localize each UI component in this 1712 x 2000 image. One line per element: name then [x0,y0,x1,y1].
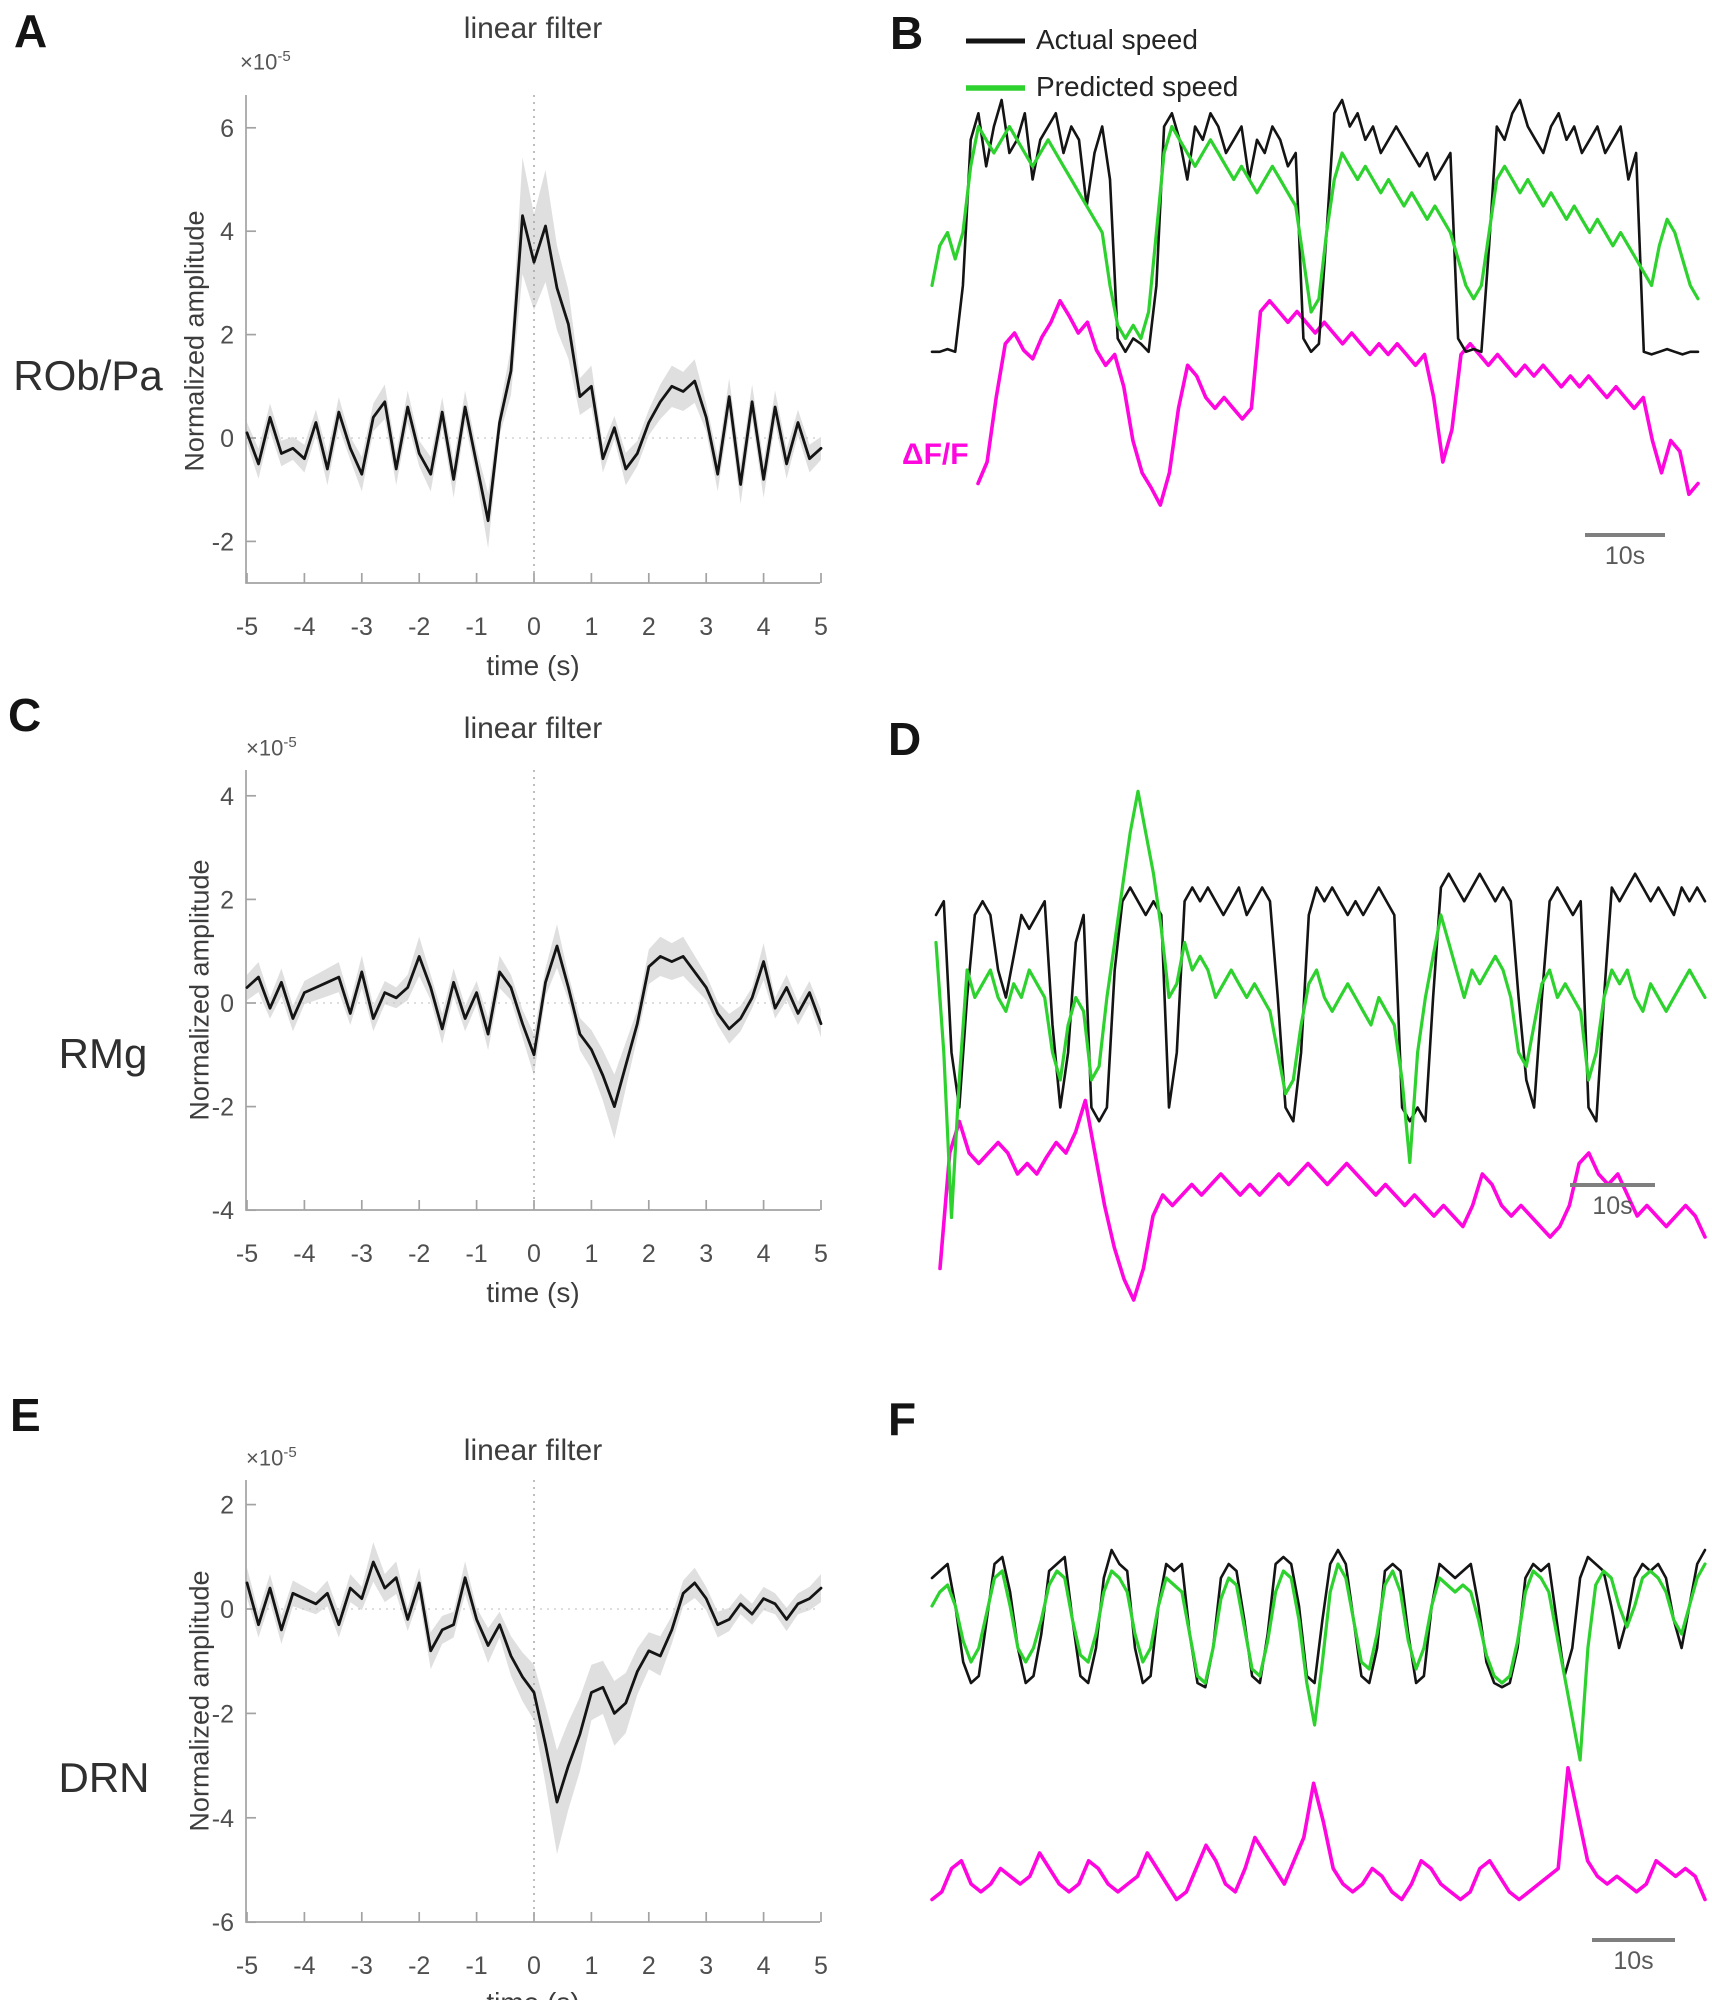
sem-band-C [247,924,821,1139]
y-tick-label-C: -2 [212,1094,234,1122]
x-tick-label-E: -4 [293,1952,315,1980]
y-exponent-e: ×10-5 [246,1444,297,1471]
y-tick-label-C: 2 [220,886,234,914]
filter-trace-C [245,944,823,1108]
y-tick-label-E: -6 [212,1909,234,1937]
x-tick-label-C: -3 [351,1240,373,1268]
scalebar-label-b: 10s [1604,542,1646,570]
x-tick-label-A: -5 [236,613,258,641]
y-tick-label-E: 0 [220,1596,234,1624]
x-tick-label-E: 5 [814,1952,828,1980]
scalebar-label-d: 10s [1592,1192,1633,1220]
axes-A [245,95,820,584]
y-tick-label-C: 4 [220,783,234,811]
predicted-speed-trace-B [930,124,1700,341]
x-tick-label-A: 0 [527,613,541,641]
predicted-speed-trace-F [930,1562,1707,1762]
x-tick-label-A: 2 [642,613,656,641]
x-tick-label-C: 4 [757,1240,771,1268]
plot-title-c: linear filter [463,712,603,745]
x-tick-label-E: 4 [757,1952,771,1980]
panel-label-b: B [890,7,924,59]
plot-title-e: linear filter [463,1434,603,1467]
x-tick-label-A: -2 [408,613,430,641]
scalebar-label-f: 10s [1613,1947,1654,1975]
panel-label-f: F [888,1393,917,1445]
dff-trace-F [930,1766,1707,1902]
y-exponent-c: ×10-5 [246,734,297,761]
y-exponent-a: ×10-5 [240,48,291,75]
plot-title-a: linear filter [463,12,603,45]
x-tick-label-A: 4 [757,613,771,641]
x-tick-label-C: 3 [699,1240,713,1268]
y-axis-label-a: Normalized amplitude [179,210,210,472]
y-tick-label-E: -2 [212,1700,234,1728]
x-tick-label-A: -1 [465,613,487,641]
x-tick-label-E: 2 [642,1952,656,1980]
x-axis-label-c: time (s) [486,1277,580,1308]
y-axis-label-c: Normalized amplitude [184,859,215,1121]
y-tick-label-E: -4 [212,1805,234,1833]
x-tick-label-C: 5 [814,1240,828,1268]
filter-trace-E [245,1560,823,1804]
x-tick-label-E: -1 [465,1952,487,1980]
x-axis-label-e: time (s) [246,1987,820,2000]
predicted-speed-trace-D [934,789,1707,1220]
region-label-rmg: RMg [58,1030,148,1077]
x-tick-label-C: 1 [584,1240,598,1268]
y-tick-label-A: -2 [212,528,234,556]
actual-speed-trace-F [930,1548,1707,1689]
dff-trace-B [976,299,1700,507]
dff-trace-D [938,1098,1707,1302]
y-tick-label-C: -4 [212,1197,234,1225]
legend-label-predicted-speed: Predicted speed [1036,71,1239,102]
x-tick-label-C: 0 [527,1240,541,1268]
x-tick-label-E: 0 [527,1952,541,1980]
x-tick-label-E: -2 [408,1952,430,1980]
x-tick-label-E: 1 [584,1952,598,1980]
x-tick-label-A: 3 [699,613,713,641]
x-tick-label-C: -5 [236,1240,258,1268]
actual-speed-trace-B [930,98,1700,356]
x-tick-label-A: -4 [293,613,315,641]
panel-label-a: A [14,5,48,57]
x-axis-label-a: time (s) [486,650,580,681]
x-tick-label-C: 2 [642,1240,656,1268]
y-tick-label-E: 2 [220,1492,234,1520]
y-tick-label-C: 0 [220,990,234,1018]
y-tick-label-A: 0 [220,425,234,453]
x-tick-label-A: -3 [351,613,373,641]
y-tick-label-A: 2 [220,322,234,350]
x-tick-label-C: -4 [293,1240,315,1268]
panel-label-d: D [888,713,922,765]
x-tick-label-E: -3 [351,1952,373,1980]
x-tick-label-A: 5 [814,613,828,641]
actual-speed-trace-D [934,872,1707,1123]
dff-label: ΔF/F [902,438,969,471]
x-tick-label-A: 1 [584,613,598,641]
y-axis-label-e: Normalized amplitude [184,1570,215,1832]
legend-label-actual-speed: Actual speed [1036,24,1198,55]
x-tick-label-C: -2 [408,1240,430,1268]
region-label-drn: DRN [58,1754,150,1801]
region-label-rob-pa: ROb/Pa [13,352,163,399]
filter-trace-A [245,214,823,523]
x-tick-label-C: -1 [465,1240,487,1268]
y-tick-label-A: 4 [220,218,234,246]
x-tick-label-E: -5 [236,1952,258,1980]
sem-band-A [247,157,821,549]
panel-label-c: C [8,689,42,741]
panel-label-e: E [10,1389,41,1441]
x-tick-label-E: 3 [699,1952,713,1980]
y-tick-label-A: 6 [220,115,234,143]
